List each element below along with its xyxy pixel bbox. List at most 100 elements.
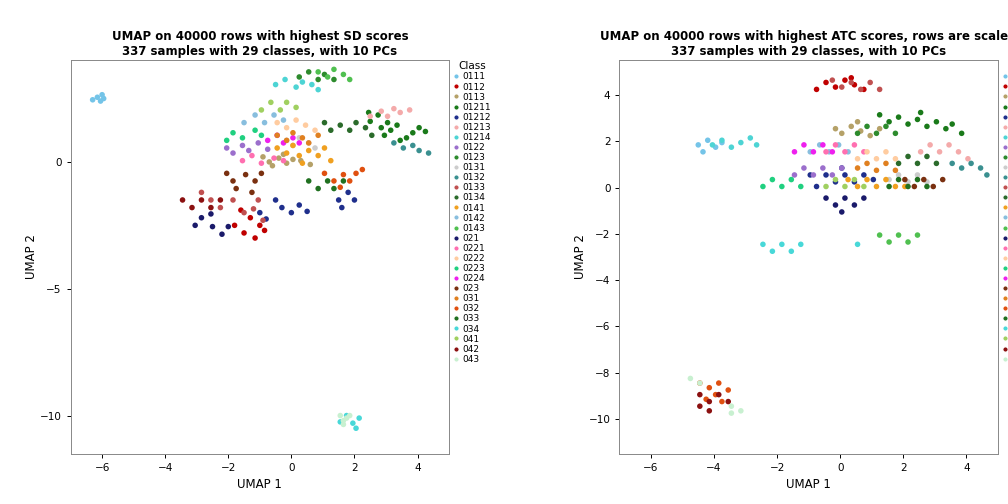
Point (928, 159, 944, 167)
Point (843, 79, 859, 87)
Point (850, 240, 866, 248)
Point (954, 164, 970, 172)
Point (887, 166, 903, 174)
Point (274, 204, 290, 212)
Point (336, 170, 352, 178)
Point (724, 402, 740, 410)
Point (699, 395, 715, 403)
Point (310, 152, 327, 160)
Point (395, 144, 411, 152)
Point (733, 139, 749, 147)
Point (225, 149, 241, 157)
Point (720, 386, 736, 394)
Point (909, 231, 925, 239)
Point (691, 402, 708, 410)
Point (275, 157, 291, 165)
Point (834, 130, 850, 138)
Point (847, 178, 863, 186)
Point (724, 409, 740, 417)
Point (386, 139, 402, 147)
Point (348, 118, 364, 127)
Point (951, 148, 967, 156)
Point (334, 204, 350, 212)
Point (828, 201, 844, 209)
Point (853, 127, 869, 135)
Point (850, 130, 866, 138)
Point (859, 122, 875, 131)
X-axis label: UMAP 1: UMAP 1 (237, 478, 282, 491)
Point (247, 234, 263, 242)
Point (256, 226, 272, 234)
Point (783, 247, 799, 256)
Point (944, 120, 961, 128)
Point (278, 159, 294, 167)
Point (187, 221, 204, 229)
Point (285, 142, 301, 150)
Point (919, 152, 935, 160)
Point (225, 177, 241, 185)
Point (342, 126, 358, 134)
Point (275, 116, 291, 124)
Point (792, 182, 808, 191)
Point (714, 136, 730, 144)
Point (825, 148, 841, 156)
Point (420, 149, 436, 157)
Point (973, 164, 989, 172)
Point (828, 83, 844, 91)
Point (333, 121, 349, 129)
Point (214, 230, 230, 238)
Point (808, 85, 825, 93)
Point (862, 132, 878, 140)
Point (244, 188, 260, 197)
Point (219, 137, 235, 145)
Point (843, 74, 859, 82)
Point (233, 206, 249, 214)
Point (307, 144, 324, 152)
Point (954, 130, 970, 138)
Point (912, 108, 928, 116)
Point (348, 424, 364, 432)
Point (869, 130, 885, 138)
Point (897, 175, 913, 183)
Point (336, 71, 352, 79)
Point (890, 171, 906, 179)
Y-axis label: UMAP 2: UMAP 2 (25, 234, 38, 280)
Point (278, 149, 294, 157)
Point (817, 171, 834, 179)
Point (919, 122, 935, 131)
Point (979, 171, 995, 179)
Point (340, 188, 356, 197)
Point (755, 182, 771, 191)
Point (817, 148, 834, 156)
Point (831, 141, 847, 149)
Point (909, 175, 925, 183)
Point (733, 407, 749, 415)
Point (336, 420, 352, 428)
Point (174, 196, 191, 204)
Point (253, 169, 269, 177)
Point (714, 139, 730, 147)
Point (317, 144, 333, 152)
Point (300, 177, 317, 185)
Point (774, 240, 790, 248)
Point (373, 123, 389, 132)
Point (411, 123, 427, 132)
Point (872, 85, 888, 93)
Point (401, 106, 417, 114)
Point (252, 221, 268, 229)
Point (261, 158, 277, 166)
Point (742, 134, 758, 142)
Point (702, 398, 718, 406)
Point (705, 141, 721, 149)
Point (828, 178, 844, 186)
Point (856, 194, 872, 202)
Point (317, 118, 333, 127)
Point (294, 134, 310, 142)
Point (266, 154, 282, 162)
Point (808, 182, 825, 191)
Point (253, 131, 269, 139)
Point (267, 81, 283, 89)
Point (348, 169, 364, 177)
Point (236, 209, 252, 217)
Point (906, 182, 922, 191)
